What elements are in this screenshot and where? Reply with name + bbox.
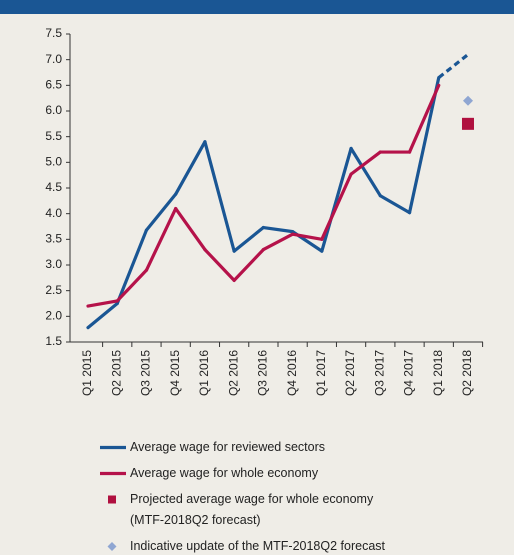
marker-diamond (462, 95, 473, 106)
y-tick-label: 2.0 (45, 309, 62, 323)
line-segment (232, 225, 265, 253)
x-tick-label: Q2 2018 (460, 350, 474, 396)
line-segment (115, 268, 149, 303)
y-tick-label: 4.5 (45, 180, 62, 194)
line-segment (115, 228, 149, 306)
line-segment (144, 192, 178, 232)
legend-item: Indicative update of the MTF-2018Q2 fore… (96, 536, 416, 555)
legend-label: Indicative update of the MTF-2018Q2 fore… (130, 539, 385, 553)
line-segment (378, 194, 412, 215)
y-tick-label: 5.0 (45, 155, 62, 169)
line-segment (261, 232, 295, 252)
line-segment (174, 140, 207, 196)
y-tick-label: 4.0 (45, 206, 62, 220)
line-segment (203, 248, 236, 282)
line-segment (174, 206, 207, 252)
x-tick-label: Q4 2017 (402, 350, 416, 396)
x-tick-label: Q3 2017 (372, 350, 386, 396)
x-tick-label: Q1 2015 (80, 350, 94, 396)
x-tick-label: Q4 2016 (285, 350, 299, 396)
legend-label: Average wage for whole economy (130, 466, 319, 480)
x-tick-label: Q1 2016 (197, 350, 211, 396)
header-bar (0, 0, 514, 14)
x-tick-label: Q3 2016 (256, 350, 270, 396)
x-tick-label: Q1 2017 (314, 350, 328, 396)
legend-item: Projected average wage for whole economy… (96, 489, 416, 531)
line-segment (232, 248, 265, 282)
y-tick-label: 3.0 (45, 257, 62, 271)
legend: Average wage for reviewed sectors Average… (96, 437, 416, 555)
line-segment (407, 83, 441, 154)
legend-swatch (107, 542, 117, 551)
line-segment (349, 150, 382, 176)
line-segment (320, 146, 353, 253)
x-tick-label: Q3 2015 (139, 350, 153, 396)
legend-swatch (100, 471, 126, 476)
x-tick-label: Q4 2015 (168, 350, 182, 396)
x-tick-label: Q2 2017 (343, 350, 357, 396)
y-tick-label: 5.5 (45, 129, 62, 143)
y-tick-label: 7.0 (45, 52, 62, 66)
y-tick-label: 3.5 (45, 232, 62, 246)
legend-item: Average wage for reviewed sectors (96, 437, 416, 458)
legend-swatch (108, 495, 116, 504)
y-tick-label: 2.5 (45, 283, 62, 297)
legend-item: Average wage for whole economy (96, 463, 416, 484)
y-tick-label: 6.0 (45, 103, 62, 117)
legend-label: Projected average wage for whole economy… (130, 492, 374, 527)
y-tick-label: 7.5 (45, 26, 62, 40)
x-tick-label: Q2 2015 (109, 350, 123, 396)
line-segment (320, 172, 353, 241)
x-tick-label: Q1 2018 (431, 350, 445, 396)
legend-swatch (100, 445, 126, 450)
line-segment (86, 299, 119, 308)
line-segment (291, 232, 324, 241)
line-segment (261, 225, 295, 234)
y-tick-label: 6.5 (45, 78, 62, 92)
legend-label: Average wage for reviewed sectors (130, 440, 326, 454)
line-segment (203, 140, 236, 253)
marker-square (461, 117, 474, 130)
line-segment (437, 53, 469, 79)
line-segment (349, 146, 382, 198)
line-segment (86, 301, 119, 330)
y-tick-label: 1.5 (45, 334, 62, 348)
x-tick-label: Q2 2016 (226, 350, 240, 396)
line-segment (144, 206, 178, 272)
